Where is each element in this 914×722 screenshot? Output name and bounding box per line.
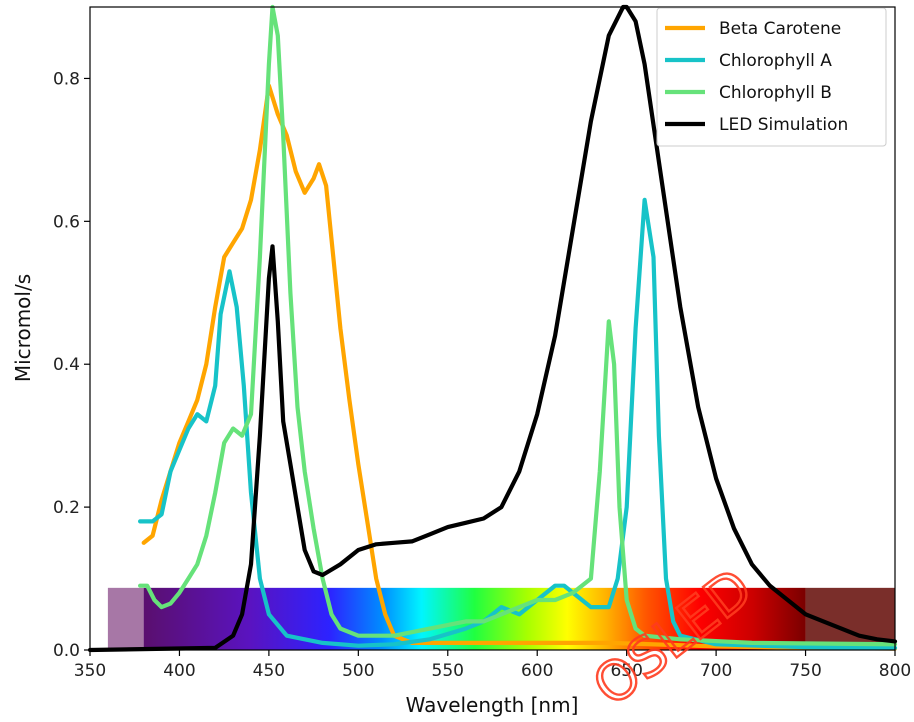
legend-label: Chlorophyll A: [719, 51, 832, 71]
x-tick-label: 500: [342, 661, 374, 681]
plot-border: [89, 6, 896, 651]
y-tick-label: 0.0: [53, 641, 80, 661]
series-line-led-simulation: [87, 4, 898, 653]
x-tick-label: 400: [163, 661, 195, 681]
y-tick-label: 0.2: [53, 498, 80, 518]
y-tick-label: 0.6: [53, 212, 80, 232]
x-tick-label: 600: [521, 661, 553, 681]
x-tick-label: 750: [789, 661, 821, 681]
series-lines: [87, 4, 898, 653]
x-axis: 350 400 450 500 550 600 650 700 750 800: [74, 650, 911, 681]
legend: Beta Carotene Chlorophyll A Chlorophyll B L…: [656, 7, 887, 147]
legend-label: LED Simulation: [719, 115, 848, 135]
x-tick-label: 700: [700, 661, 732, 681]
x-tick-label: 350: [74, 661, 106, 681]
y-tick-label: 0.4: [53, 355, 80, 375]
legend-box: [656, 7, 887, 147]
legend-label: Chlorophyll B: [719, 83, 832, 103]
x-tick-label: 650: [610, 661, 642, 681]
x-tick-label: 800: [879, 661, 911, 681]
x-axis-title: Wavelength [nm]: [406, 693, 579, 717]
x-tick-label: 550: [432, 661, 464, 681]
y-axis-title: Micromol/s: [11, 274, 35, 382]
y-tick-label: 0.8: [53, 69, 80, 89]
legend-label: Beta Carotene: [719, 19, 841, 39]
uv-band-segment: [107, 587, 144, 650]
series-line-chlorophyll-a: [138, 197, 898, 650]
y-axis: 0.0 0.2 0.4 0.6 0.8: [53, 69, 90, 661]
series-line-chlorophyll-b: [138, 4, 898, 647]
x-tick-label: 450: [253, 661, 285, 681]
